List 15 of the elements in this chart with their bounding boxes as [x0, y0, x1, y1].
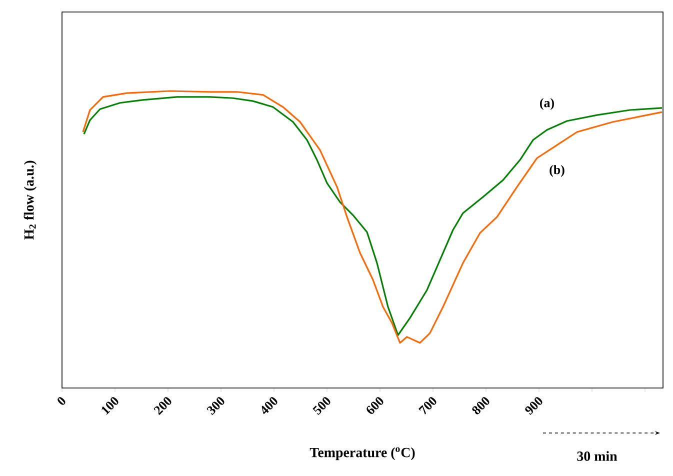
x-tick-label: 800 [472, 397, 490, 414]
y-axis-title: H$_{2}$ flow (a.u.) [24, 160, 37, 240]
series-label: (b) [550, 165, 564, 177]
x-axis-title: Temperature ($^{o}$C) [310, 447, 415, 460]
x-tick-label: 200 [154, 397, 172, 416]
x-tick-label: 600 [366, 397, 384, 414]
x-tick-label: 300 [206, 397, 224, 415]
x-tick-label: 100 [102, 397, 118, 415]
x-tick-label: 700 [418, 397, 436, 414]
x-tick-label: 900 [525, 397, 542, 415]
x-tick-label: 0 [58, 397, 66, 405]
x-tick-label: 500 [312, 397, 330, 415]
series-label: (a) [540, 98, 554, 110]
x-tick-label: 400 [262, 397, 278, 414]
text: 30 min [577, 451, 618, 461]
